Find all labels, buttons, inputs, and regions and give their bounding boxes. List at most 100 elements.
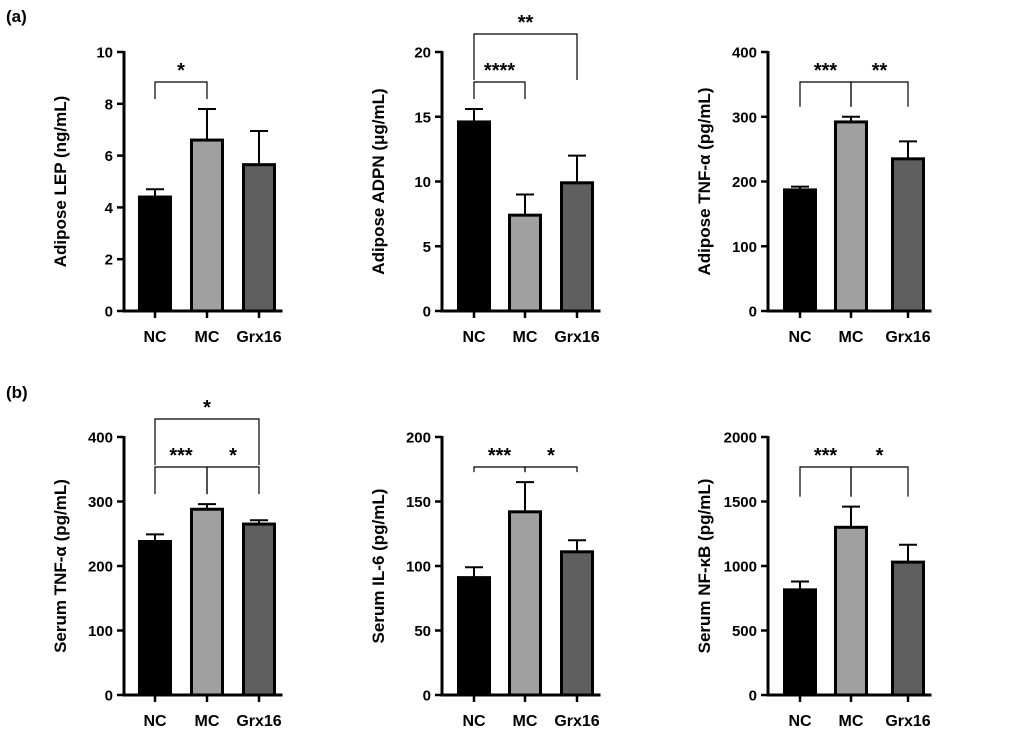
y-tick-label: 200	[88, 559, 113, 576]
y-tick-label: 0	[423, 304, 431, 321]
y-tick-label: 300	[88, 494, 113, 511]
significance-bracket	[473, 33, 578, 80]
y-tick-label: 20	[414, 45, 431, 62]
bar-mc	[834, 120, 868, 313]
y-tick-label: 0	[423, 688, 431, 705]
bar-grx16	[242, 163, 276, 313]
bar-grx16	[242, 522, 276, 697]
x-tick-label: MC	[513, 713, 538, 730]
y-axis-title: Serum TNF-α (pg/mL)	[51, 479, 70, 653]
bar-nc	[457, 576, 491, 697]
y-tick-label: 10	[414, 174, 431, 191]
y-tick-label: 8	[105, 96, 113, 113]
x-tick-label: MC	[195, 713, 220, 730]
charts-container: 0 2 4 6 8 10 NC MC Grx16 Adipose LEP (ng/mL) * 0 5 10…	[51, 12, 932, 730]
y-tick-label: 0	[105, 304, 113, 321]
bar-mc	[508, 213, 542, 313]
chart-1: 0 2 4 6 8 10 NC MC Grx16 Adipose LEP (ng/mL) *	[51, 45, 283, 346]
significance-label: **	[518, 12, 534, 34]
significance-bracket	[850, 466, 909, 497]
y-tick-label: 100	[732, 239, 757, 256]
significance-bracket	[799, 81, 852, 107]
significance-label: ***	[169, 445, 193, 467]
y-tick-label: 100	[88, 623, 113, 640]
y-axis-title: Adipose LEP (ng/mL)	[51, 96, 70, 268]
significance-label: *	[177, 60, 185, 82]
y-tick-label: 15	[414, 109, 431, 126]
y-tick-label: 2000	[724, 430, 757, 447]
bar-nc	[138, 195, 172, 313]
panel-label-b: (b)	[6, 383, 28, 402]
significance-bracket	[799, 466, 852, 497]
x-tick-label: MC	[513, 329, 538, 346]
y-tick-label: 200	[732, 174, 757, 191]
significance-label: ***	[488, 445, 512, 467]
bar-grx16	[891, 157, 925, 313]
bar-grx16	[891, 560, 925, 697]
x-tick-label: NC	[788, 713, 812, 730]
significance-label: *	[876, 445, 884, 467]
significance-bracket	[154, 466, 208, 495]
significance-bracket	[850, 81, 909, 107]
bar-nc	[783, 188, 817, 313]
x-tick-label: NC	[143, 713, 167, 730]
bar-mc	[834, 525, 868, 697]
y-tick-label: 0	[749, 688, 757, 705]
x-tick-label: Grx16	[885, 713, 930, 730]
x-tick-label: Grx16	[554, 713, 599, 730]
significance-label: *	[547, 445, 555, 467]
y-tick-label: 500	[732, 623, 757, 640]
significance-label: *	[229, 445, 237, 467]
y-axis-title: Serum IL-6 (pg/mL)	[369, 489, 388, 644]
bar-grx16	[560, 181, 594, 313]
bar-mc	[190, 138, 224, 313]
bar-nc	[457, 120, 491, 313]
bar-grx16	[560, 550, 594, 697]
x-tick-label: NC	[788, 329, 812, 346]
significance-label: ***	[814, 60, 838, 82]
y-tick-label: 400	[732, 45, 757, 62]
x-tick-label: Grx16	[885, 329, 930, 346]
chart-6: 0 500 1000 1500 2000 NC MC Grx16 Serum NF-κB (pg…	[695, 430, 932, 730]
chart-5: 0 50 100 150 200 NC MC Grx16 Serum IL-6 (pg/mL) *…	[369, 430, 601, 730]
significance-bracket	[473, 81, 526, 99]
y-axis-title: Adipose ADPN (μg/mL)	[369, 88, 388, 274]
y-tick-label: 50	[414, 623, 431, 640]
significance-bracket	[154, 81, 208, 99]
y-tick-label: 400	[88, 430, 113, 447]
y-tick-label: 2	[105, 252, 113, 269]
bar-nc	[783, 588, 817, 697]
y-tick-label: 1000	[724, 559, 757, 576]
significance-bracket	[206, 466, 260, 495]
x-tick-label: NC	[462, 713, 486, 730]
bar-nc	[138, 539, 172, 697]
y-tick-label: 5	[423, 239, 431, 256]
y-axis-title: Adipose TNF-α (pg/mL)	[695, 88, 714, 276]
y-tick-label: 6	[105, 148, 113, 165]
y-tick-label: 200	[406, 430, 431, 447]
significance-bracket	[524, 466, 578, 473]
significance-bracket	[473, 466, 526, 473]
x-tick-label: MC	[839, 329, 864, 346]
x-tick-label: NC	[143, 329, 167, 346]
y-tick-label: 100	[406, 559, 431, 576]
y-tick-label: 0	[749, 304, 757, 321]
significance-bracket	[154, 418, 260, 465]
y-tick-label: 4	[105, 200, 114, 217]
significance-label: *	[203, 397, 211, 419]
significance-label: ***	[814, 445, 838, 467]
chart-4: 0 100 200 300 400 NC MC Grx16 Serum TNF-α (pg/mL…	[51, 397, 283, 730]
y-tick-label: 300	[732, 109, 757, 126]
y-tick-label: 150	[406, 494, 431, 511]
x-tick-label: Grx16	[236, 713, 281, 730]
x-tick-label: NC	[462, 329, 486, 346]
panel-label-a: (a)	[6, 7, 27, 26]
x-tick-label: Grx16	[236, 329, 281, 346]
x-tick-label: Grx16	[554, 329, 599, 346]
y-tick-label: 1500	[724, 494, 757, 511]
y-axis-title: Serum NF-κB (pg/mL)	[695, 479, 714, 654]
y-tick-label: 0	[105, 688, 113, 705]
significance-label: **	[872, 60, 888, 82]
